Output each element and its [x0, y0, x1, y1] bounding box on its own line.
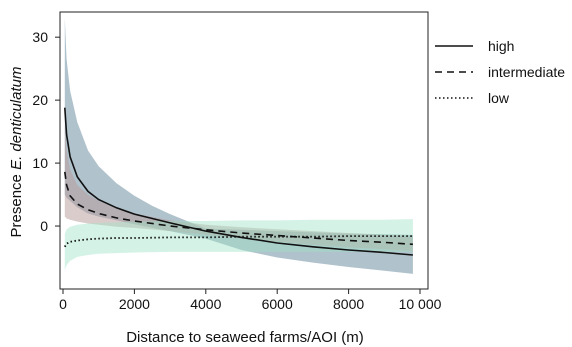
legend-label-high: high	[488, 38, 514, 54]
x-tick-label: 4000	[190, 296, 221, 312]
legend-label-intermediate: intermediate	[488, 64, 565, 80]
x-tick-label: 0	[59, 296, 67, 312]
plot-frame	[59, 11, 429, 290]
y-axis-title-species: E. denticulatum	[8, 67, 25, 170]
x-tick-label: 2000	[119, 296, 150, 312]
line-low	[64, 235, 413, 248]
line-high	[64, 107, 413, 256]
confidence-bands	[64, 18, 413, 274]
x-tick-label: 6000	[262, 296, 293, 312]
line-intermediate	[64, 171, 413, 246]
band-intermediate	[64, 125, 413, 252]
legend-label-low: low	[488, 90, 510, 106]
band-high	[64, 18, 413, 274]
x-axis-title: Distance to seaweed farms/AOI (m)	[126, 329, 364, 346]
band-low	[64, 219, 413, 271]
y-tick-label: 20	[32, 92, 48, 108]
y-axis: 0 10 20 30	[32, 29, 60, 234]
y-tick-label: 10	[32, 155, 48, 171]
series-lines	[64, 107, 413, 256]
legend: high intermediate low	[435, 38, 565, 106]
y-axis-title: Presence E. denticulatum	[8, 67, 25, 238]
y-tick-label: 0	[40, 218, 48, 234]
x-tick-label: 10 000	[399, 296, 442, 312]
y-tick-label: 30	[32, 29, 48, 45]
y-axis-title-prefix: Presence	[8, 170, 25, 238]
x-axis: 0 2000 4000 6000 8000 10 000	[59, 289, 442, 312]
x-tick-label: 8000	[333, 296, 364, 312]
